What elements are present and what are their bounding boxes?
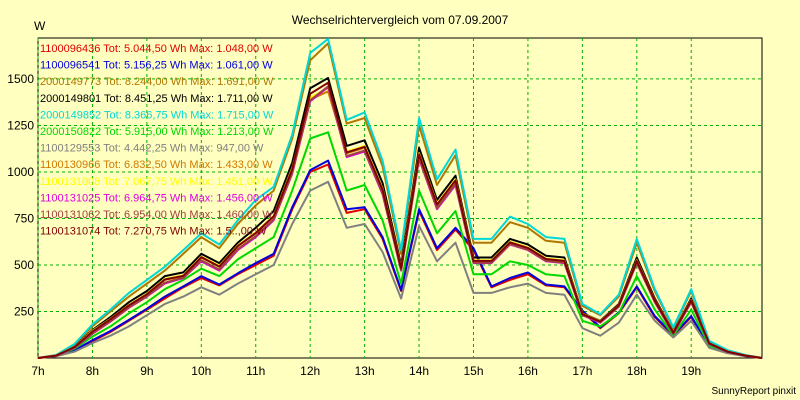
legend-entry-1100129553: 1100129553 Tot: 4.442,25 Wh Max: 947,00 … <box>40 143 264 155</box>
x-tick-label: 17h <box>572 364 592 378</box>
y-tick-label: 1500 <box>7 72 34 86</box>
series-line-2000150822 <box>37 131 763 359</box>
y-tick-label: 250 <box>14 304 34 318</box>
series-line-2000149773 <box>37 42 763 359</box>
legend-entry-1100096436: 1100096436 Tot: 5.044,50 Wh Max: 1.048,0… <box>40 43 273 55</box>
series-lines <box>37 37 763 359</box>
legend-entry-1100096541: 1100096541 Tot: 5.156,25 Wh Max: 1.061,0… <box>40 60 273 72</box>
y-tick-label: 1000 <box>7 165 34 179</box>
series-line-1100096541 <box>37 159 763 359</box>
x-tick-label: 13h <box>355 364 375 378</box>
x-tick-label: 8h <box>86 364 99 378</box>
x-tick-label: 16h <box>518 364 538 378</box>
legend-entry-1100131074: 1100131074 Tot: 7.270,75 Wh Max: 1.5..,0… <box>40 226 267 238</box>
y-tick-label: 750 <box>14 211 34 225</box>
legend-entry-2000149801: 2000149801 Tot: 8.451,25 Wh Max: 1.711,0… <box>40 93 273 105</box>
x-tick-label: 18h <box>627 364 647 378</box>
x-tick-label: 19h <box>681 364 701 378</box>
legend-entry-1100131025: 1100131025 Tot: 6.964,75 Wh Max: 1.456,0… <box>40 192 273 204</box>
x-tick-label: 11h <box>246 364 265 378</box>
legend-entry-1100131008: 1100131008 Tot: 7.067,75 Wh Max: 1.451,0… <box>40 176 273 188</box>
x-tick-label: 9h <box>140 364 153 378</box>
legend-entry-1100130966: 1100130966 Tot: 6.832,50 Wh Max: 1.433,0… <box>40 159 273 171</box>
y-tick-label: 1250 <box>7 118 34 132</box>
plot-frame <box>37 37 763 359</box>
series-line-2000149852 <box>37 37 763 359</box>
legend-entry-2000149773: 2000149773 Tot: 8.244,00 Wh Max: 1.691,0… <box>40 76 274 88</box>
y-tick-label: 500 <box>14 258 34 272</box>
legend-entry-1100131062: 1100131062 Tot: 6.954,00 Wh Max: 1.460,0… <box>40 209 273 221</box>
chart-title: Wechselrichtervergleich vom 07.09.2007 <box>292 13 509 27</box>
series-line-1100129553 <box>37 180 763 359</box>
series-line-1100131074 <box>37 81 763 359</box>
x-tick-label: 12h <box>300 364 320 378</box>
axis-ticks: 250 500 750 1000 1250 1500 7h 8h 9h 10h 11h 12h 13h 1… <box>7 72 701 378</box>
footer-credit: SunnyReport pinxit <box>712 386 797 397</box>
legend-entry-2000150822: 2000150822 Tot: 5.915,00 Wh Max: 1.213,0… <box>40 126 274 138</box>
x-tick-label: 7h <box>31 364 44 378</box>
y-axis-unit: W <box>34 19 46 33</box>
x-tick-label: 10h <box>191 364 211 378</box>
x-tick-label: 14h <box>409 364 429 378</box>
x-tick-label: 15h <box>463 364 483 378</box>
legend-entry-2000149852: 2000149852 Tot: 8.366,75 Wh Max: 1.715,0… <box>40 109 274 121</box>
legend: 1100096436 Tot: 5.044,50 Wh Max: 1.048,0… <box>40 43 274 238</box>
